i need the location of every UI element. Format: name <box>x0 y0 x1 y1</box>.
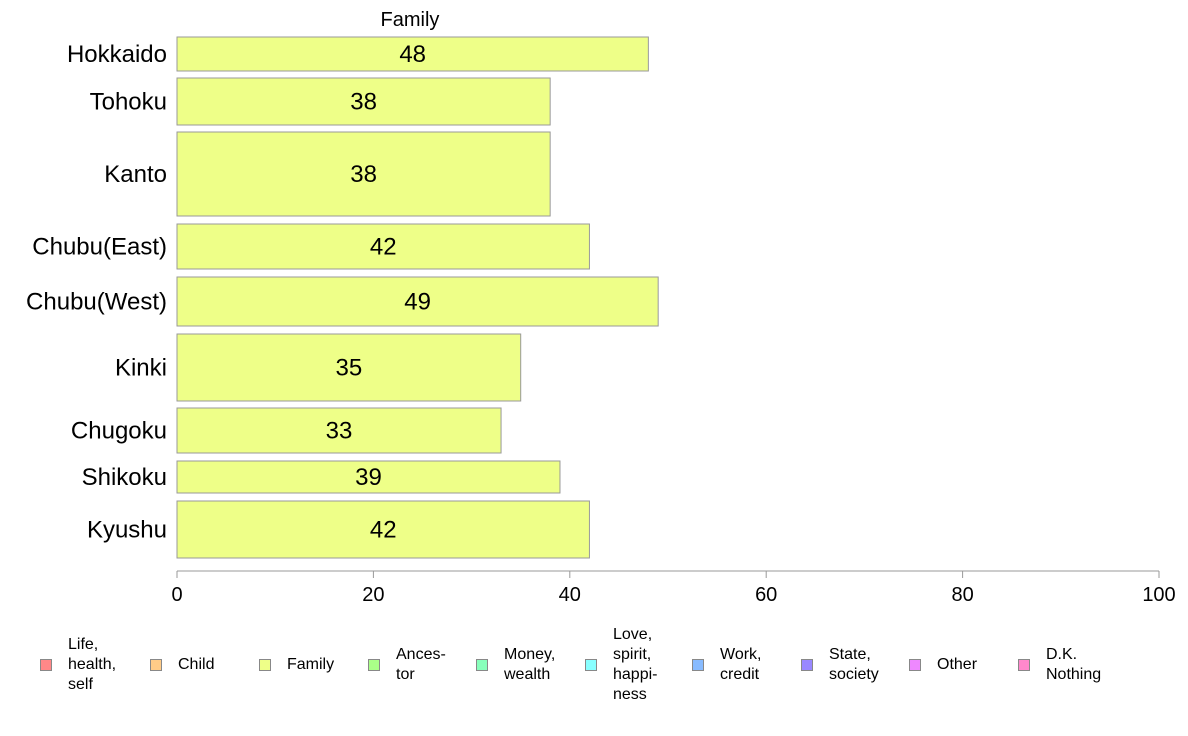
legend-label: D.K. Nothing <box>1046 646 1102 683</box>
bar-value-label: 49 <box>404 289 431 316</box>
x-tick-label: 80 <box>951 584 973 606</box>
bar-chart: Family 48 Hokkaido 38 Tohoku 38 Kanto 42 Chubu(… <box>26 9 1176 606</box>
category-label: Chubu(West) <box>26 289 167 316</box>
category-label: Hokkaido <box>67 41 167 68</box>
x-tick-label: 60 <box>755 584 777 606</box>
legend-swatch <box>801 659 813 671</box>
bar-chubu-east <box>176 223 590 270</box>
bar-value-label: 39 <box>355 464 382 491</box>
bar-tohoku <box>176 77 551 126</box>
legend-swatch <box>150 659 162 671</box>
legend-label: Work, credit <box>720 646 762 683</box>
legend-item: Child <box>150 615 214 715</box>
category-label: Kinki <box>115 355 167 382</box>
legend-label: Ances- tor <box>396 646 446 683</box>
legend-swatch <box>585 659 597 671</box>
bar-chugoku <box>176 407 502 454</box>
legend-label: Love, spirit, happi- ness <box>613 626 658 703</box>
bar-value-label: 35 <box>335 355 362 382</box>
x-tick-label: 40 <box>559 584 581 606</box>
legend-label: Money, wealth <box>504 646 556 683</box>
bar-value-label: 42 <box>370 517 397 544</box>
legend-label: Life, health, self <box>68 636 117 693</box>
legend-label: Other <box>937 656 978 673</box>
legend-item: State, society <box>801 615 879 715</box>
chart-title: Family <box>381 9 440 31</box>
legend-swatch <box>476 659 488 671</box>
category-label: Kyushu <box>87 517 167 544</box>
legend-item: Family <box>259 615 334 715</box>
bar-shikoku <box>176 460 561 494</box>
legend-item: Life, health, self <box>40 615 116 715</box>
x-tick-label: 100 <box>1142 584 1175 606</box>
bar-chubu-west <box>176 276 659 327</box>
legend-item: D.K. Nothing <box>1018 615 1101 715</box>
legend-swatch <box>368 659 380 671</box>
legend-swatch <box>1018 659 1030 671</box>
bar-value-label: 38 <box>350 161 377 188</box>
legend-label: Child <box>178 656 215 673</box>
bar-kinki <box>176 333 522 402</box>
bar-value-label: 38 <box>350 89 377 116</box>
legend-swatch <box>259 659 271 671</box>
bar-kyushu <box>176 500 590 559</box>
legend-swatch <box>909 659 921 671</box>
category-label: Chubu(East) <box>32 234 167 261</box>
bar-hokkaido <box>176 36 649 72</box>
legend-item: Work, credit <box>692 615 761 715</box>
legend-swatch <box>692 659 704 671</box>
bar-value-label: 42 <box>370 234 397 261</box>
legend-label: Family <box>287 656 335 673</box>
category-label: Tohoku <box>90 89 167 116</box>
bar-value-label: 48 <box>399 41 426 68</box>
legend-item: Ances- tor <box>368 615 446 715</box>
legend-item: Other <box>909 615 977 715</box>
legend-item: Love, spirit, happi- ness <box>585 615 657 715</box>
category-label: Shikoku <box>82 464 167 491</box>
x-tick-label: 0 <box>171 584 182 606</box>
bar-value-label: 33 <box>326 418 353 445</box>
category-label: Kanto <box>104 161 167 188</box>
legend: Life, health, self Child Family Ances- tor M… <box>0 615 1188 725</box>
bar-kanto <box>176 131 551 217</box>
legend-swatch <box>40 659 52 671</box>
legend-item: Money, wealth <box>476 615 555 715</box>
legend-label: State, society <box>829 646 879 683</box>
x-tick-label: 20 <box>362 584 384 606</box>
category-label: Chugoku <box>71 418 167 445</box>
